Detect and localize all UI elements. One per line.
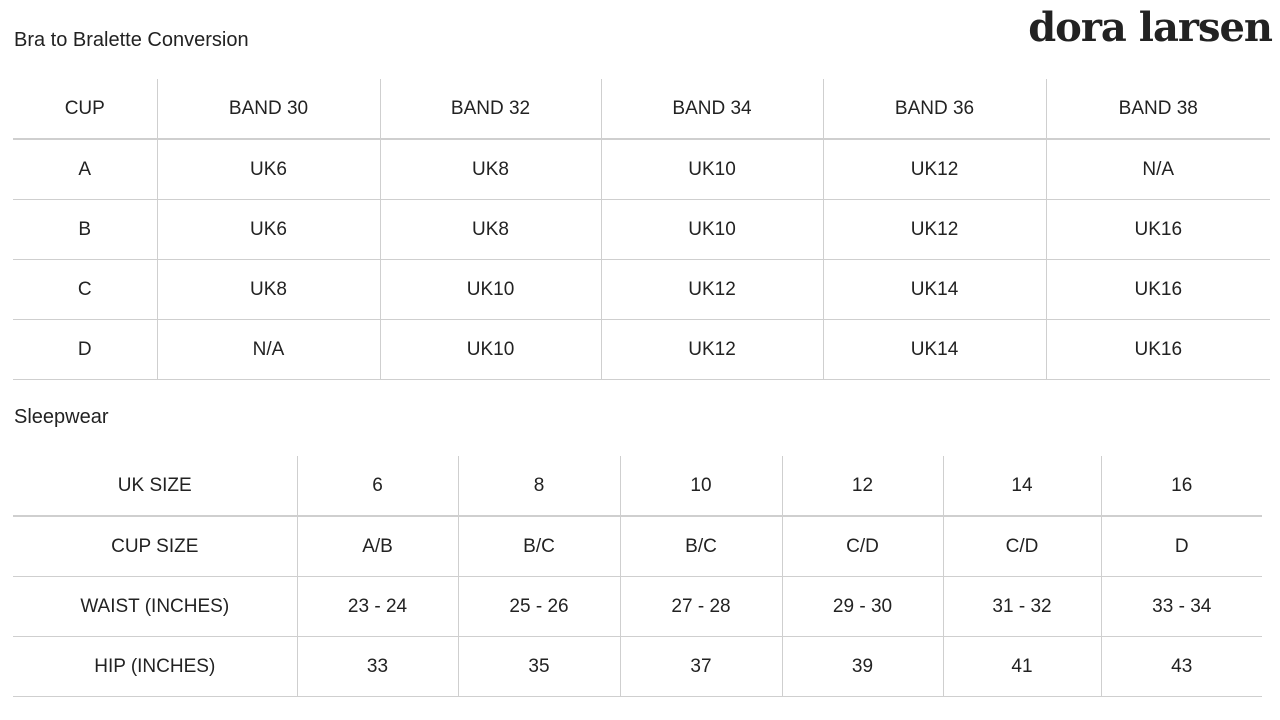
table-cell: UK8 — [379, 139, 601, 200]
table-cell: UK14 — [822, 319, 1046, 380]
table-cell: UK12 — [822, 139, 1046, 200]
bra-conversion-table: CUP BAND 30 BAND 32 BAND 34 BAND 36 BAND 38 A U… — [13, 79, 1270, 380]
table-cell: UK14 — [822, 259, 1046, 320]
table-cell: UK10 — [600, 139, 823, 200]
table-cell: UK10 — [379, 319, 601, 380]
table-cell: B/C — [619, 516, 782, 577]
table-cell: UK6 — [156, 199, 380, 260]
table-cell: UK10 — [600, 199, 823, 260]
table-cell: 27 - 28 — [619, 576, 782, 637]
table-cell: 41 — [942, 636, 1101, 697]
table-cell: UK12 — [822, 199, 1046, 260]
table-row: C UK8 UK10 UK12 UK14 UK16 — [13, 259, 1270, 320]
table-cell: 10 — [619, 456, 782, 517]
row-label-cell: WAIST (INCHES) — [13, 576, 297, 637]
table-cell: 12 — [781, 456, 943, 517]
sleepwear-section-title: Sleepwear — [14, 406, 109, 428]
table-cell: A/B — [296, 516, 458, 577]
table-cell: UK16 — [1045, 259, 1270, 320]
header-cell: BAND 38 — [1045, 79, 1270, 140]
table-cell: 33 — [296, 636, 458, 697]
table-cell: 35 — [457, 636, 620, 697]
table-cell: N/A — [156, 319, 380, 380]
table-cell: UK16 — [1045, 319, 1270, 380]
header-cell: CUP — [13, 79, 157, 140]
table-cell: 14 — [942, 456, 1101, 517]
table-cell: C/D — [942, 516, 1101, 577]
table-cell: 33 - 34 — [1100, 576, 1262, 637]
header-cell: BAND 34 — [600, 79, 823, 140]
table-cell: 39 — [781, 636, 943, 697]
table-row: B UK6 UK8 UK10 UK12 UK16 — [13, 199, 1270, 260]
table-cell: UK12 — [600, 319, 823, 380]
table-cell: B/C — [457, 516, 620, 577]
table-cell: 37 — [619, 636, 782, 697]
table-cell: 31 - 32 — [942, 576, 1101, 637]
table-row: CUP BAND 30 BAND 32 BAND 34 BAND 36 BAND 38 — [13, 79, 1270, 140]
table-row: HIP (INCHES) 33 35 37 39 41 43 — [13, 636, 1262, 697]
header-cell: BAND 32 — [379, 79, 601, 140]
row-label-cell: C — [13, 259, 157, 320]
table-cell: 16 — [1100, 456, 1262, 517]
table-cell: C/D — [781, 516, 943, 577]
table-cell: 43 — [1100, 636, 1262, 697]
row-label-cell: D — [13, 319, 157, 380]
bra-section-title: Bra to Bralette Conversion — [14, 29, 249, 51]
table-cell: 29 - 30 — [781, 576, 943, 637]
table-cell: N/A — [1045, 139, 1270, 200]
sleepwear-size-table: UK SIZE 6 8 10 12 14 16 CUP SIZE A/B B/C B/C C/D C/D… — [13, 456, 1262, 697]
table-cell: UK16 — [1045, 199, 1270, 260]
table-row: WAIST (INCHES) 23 - 24 25 - 26 27 - 28 29 - … — [13, 576, 1262, 637]
table-row: D N/A UK10 UK12 UK14 UK16 — [13, 319, 1270, 380]
table-row: CUP SIZE A/B B/C B/C C/D C/D D — [13, 516, 1262, 577]
table-row: UK SIZE 6 8 10 12 14 16 — [13, 456, 1262, 517]
header-cell: BAND 36 — [822, 79, 1046, 140]
row-label-cell: A — [13, 139, 157, 200]
row-label-cell: UK SIZE — [13, 456, 297, 517]
table-cell: 8 — [457, 456, 620, 517]
table-cell: UK8 — [156, 259, 380, 320]
row-label-cell: CUP SIZE — [13, 516, 297, 577]
table-row: A UK6 UK8 UK10 UK12 N/A — [13, 139, 1270, 200]
table-cell: 6 — [296, 456, 458, 517]
table-cell: D — [1100, 516, 1262, 577]
table-cell: 25 - 26 — [457, 576, 620, 637]
row-label-cell: HIP (INCHES) — [13, 636, 297, 697]
table-cell: UK12 — [600, 259, 823, 320]
row-label-cell: B — [13, 199, 157, 260]
table-cell: UK6 — [156, 139, 380, 200]
brand-logo: dora larsen — [1028, 4, 1273, 51]
table-cell: UK8 — [379, 199, 601, 260]
header-cell: BAND 30 — [156, 79, 380, 140]
table-cell: UK10 — [379, 259, 601, 320]
table-cell: 23 - 24 — [296, 576, 458, 637]
